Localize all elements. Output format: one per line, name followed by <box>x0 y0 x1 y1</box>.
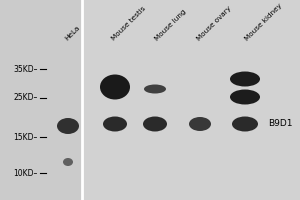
Ellipse shape <box>189 117 211 131</box>
Bar <box>0 0 82 200</box>
Text: 10KD–: 10KD– <box>14 168 38 178</box>
Ellipse shape <box>57 118 79 134</box>
Ellipse shape <box>63 158 73 166</box>
Ellipse shape <box>103 116 127 132</box>
Text: 35KD–: 35KD– <box>14 64 38 73</box>
Ellipse shape <box>144 84 166 94</box>
Text: Mouse kidney: Mouse kidney <box>244 2 283 42</box>
Text: Mouse ovary: Mouse ovary <box>196 5 232 42</box>
Ellipse shape <box>230 72 260 86</box>
Ellipse shape <box>232 116 258 132</box>
Bar <box>82 0 300 200</box>
Text: Mouse lung: Mouse lung <box>154 8 187 42</box>
Text: HeLa: HeLa <box>64 25 81 42</box>
Ellipse shape <box>100 74 130 99</box>
Text: 25KD–: 25KD– <box>14 94 38 102</box>
Text: B9D1: B9D1 <box>268 119 292 129</box>
Text: 15KD–: 15KD– <box>14 132 38 142</box>
Text: Mouse testis: Mouse testis <box>111 6 147 42</box>
Ellipse shape <box>230 90 260 104</box>
Ellipse shape <box>143 116 167 132</box>
